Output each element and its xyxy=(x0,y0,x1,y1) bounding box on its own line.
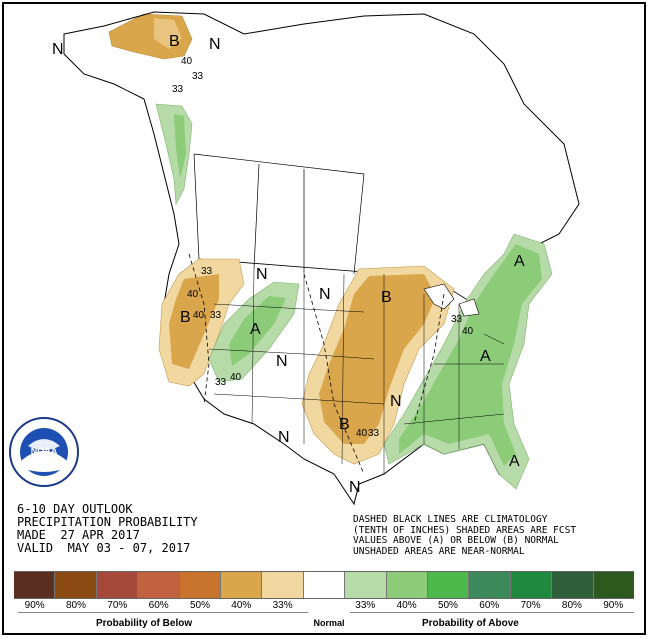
note-line: VALUES ABOVE (A) OR BELOW (B) NORMAL xyxy=(353,535,559,546)
pacific-nw-coast-above-area xyxy=(155,103,193,206)
map-label-b: B xyxy=(339,416,350,433)
legend-tick: 70% xyxy=(107,600,128,611)
above-group-line xyxy=(350,612,634,613)
legend-swatch xyxy=(179,572,222,598)
contour-label: 33 xyxy=(201,266,213,277)
contour-label: 33 xyxy=(172,84,184,95)
legend-swatch xyxy=(262,572,304,598)
legend-tick: 40% xyxy=(396,600,417,611)
contour-label: 33 xyxy=(215,377,227,388)
noaa-logo: NOAA xyxy=(9,417,79,487)
note-line: (TENTH OF INCHES) SHADED AREAS ARE FCST xyxy=(353,524,577,536)
title-line: 6-10 DAY OUTLOOK xyxy=(17,502,133,516)
contour-label: 33 xyxy=(368,428,380,439)
contour-label: 40 xyxy=(187,289,199,300)
contour-label: 33 xyxy=(451,314,463,325)
map-label-n: N xyxy=(319,286,331,303)
legend-swatch xyxy=(14,572,56,598)
contour-label: 40 xyxy=(462,326,474,337)
legend-tick: 70% xyxy=(520,600,541,611)
map-label-b: B xyxy=(180,309,191,326)
title-line: VALID MAY 03 - 07, 2017 xyxy=(17,541,191,555)
map-label-a: A xyxy=(514,253,525,270)
map-label-a: A xyxy=(480,348,491,365)
legend-tick-labels: 90% 80% 70% 60% 50% 40% 33% 33% 40% 50% 60% 70% 80% 9… xyxy=(14,600,634,611)
precipitation-outlook-map: N B N B N A N N N B B N N A A A 40 33 33… xyxy=(52,11,580,506)
legend-tick: 80% xyxy=(561,600,582,611)
legend-tick: 40% xyxy=(231,600,252,611)
legend-below-label: Probability of Below xyxy=(96,618,193,629)
map-label-n: N xyxy=(52,41,64,58)
map-label-n: N xyxy=(256,266,268,283)
map-label-b: B xyxy=(381,289,392,306)
legend-swatch xyxy=(593,572,635,598)
noaa-logo-text: NOAA xyxy=(31,446,58,456)
legend-tick: 90% xyxy=(603,600,624,611)
legend-swatch xyxy=(96,572,139,598)
legend-tick: 90% xyxy=(24,600,45,611)
legend-tick: 60% xyxy=(479,600,500,611)
legend-swatch xyxy=(469,572,511,598)
map-label-a: A xyxy=(250,321,261,338)
legend-tick: 50% xyxy=(437,600,458,611)
contour-label: 40 xyxy=(181,56,193,67)
title-line: PRECIPITATION PROBABILITY xyxy=(17,515,198,529)
map-label-n: N xyxy=(349,479,361,496)
title-line: MADE 27 APR 2017 xyxy=(17,528,140,542)
alaska-below-core xyxy=(154,18,182,49)
contour-label: 40 xyxy=(193,310,205,321)
legend-above-label: Probability of Above xyxy=(422,618,519,629)
legend-swatch xyxy=(510,572,553,598)
legend-swatch xyxy=(428,572,470,598)
legend-tick: 33% xyxy=(272,600,293,611)
legend-swatch xyxy=(221,572,263,598)
climatology-dashed-lines xyxy=(188,253,445,475)
map-label-b: B xyxy=(169,33,180,50)
legend-swatch xyxy=(138,572,180,598)
great-lakes xyxy=(423,283,480,317)
map-label-n: N xyxy=(209,36,221,53)
east-above-inner xyxy=(399,244,542,466)
legend-tick: 80% xyxy=(65,600,86,611)
note-line: UNSHADED AREAS ARE NEAR-NORMAL xyxy=(353,545,525,557)
legend-color-bar xyxy=(14,571,635,599)
legend-normal-label: Normal xyxy=(313,618,345,628)
legend-tick: 60% xyxy=(148,600,169,611)
note-line: DASHED BLACK LINES ARE CLIMATOLOGY xyxy=(353,514,548,525)
outlook-title: 6-10 DAY OUTLOOK PRECIPITATION PROBABILIT… xyxy=(17,503,198,555)
legend-swatch xyxy=(55,572,97,598)
map-label-n: N xyxy=(278,429,290,446)
map-label-n: N xyxy=(276,353,288,370)
contour-label: 33 xyxy=(210,310,222,321)
central-below-inner xyxy=(319,274,436,444)
contour-label: 40 xyxy=(356,428,368,439)
legend-swatch xyxy=(303,572,346,598)
state-boundaries xyxy=(208,268,505,474)
legend-swatch xyxy=(552,572,594,598)
below-group-line xyxy=(18,612,308,613)
map-label-n: N xyxy=(390,393,402,410)
legend-tick xyxy=(303,600,344,611)
legend-swatch xyxy=(386,572,429,598)
map-notes: DASHED BLACK LINES ARE CLIMATOLOGY (TENTH… xyxy=(353,514,577,557)
north-rockies-above-inner xyxy=(229,296,286,366)
legend-tick: 50% xyxy=(189,600,210,611)
west-below-inner xyxy=(169,274,219,369)
legend-tick: 33% xyxy=(355,600,376,611)
legend-swatch xyxy=(345,572,387,598)
contour-label: 33 xyxy=(192,71,204,82)
map-label-a: A xyxy=(509,453,520,470)
contour-label: 40 xyxy=(230,372,242,383)
